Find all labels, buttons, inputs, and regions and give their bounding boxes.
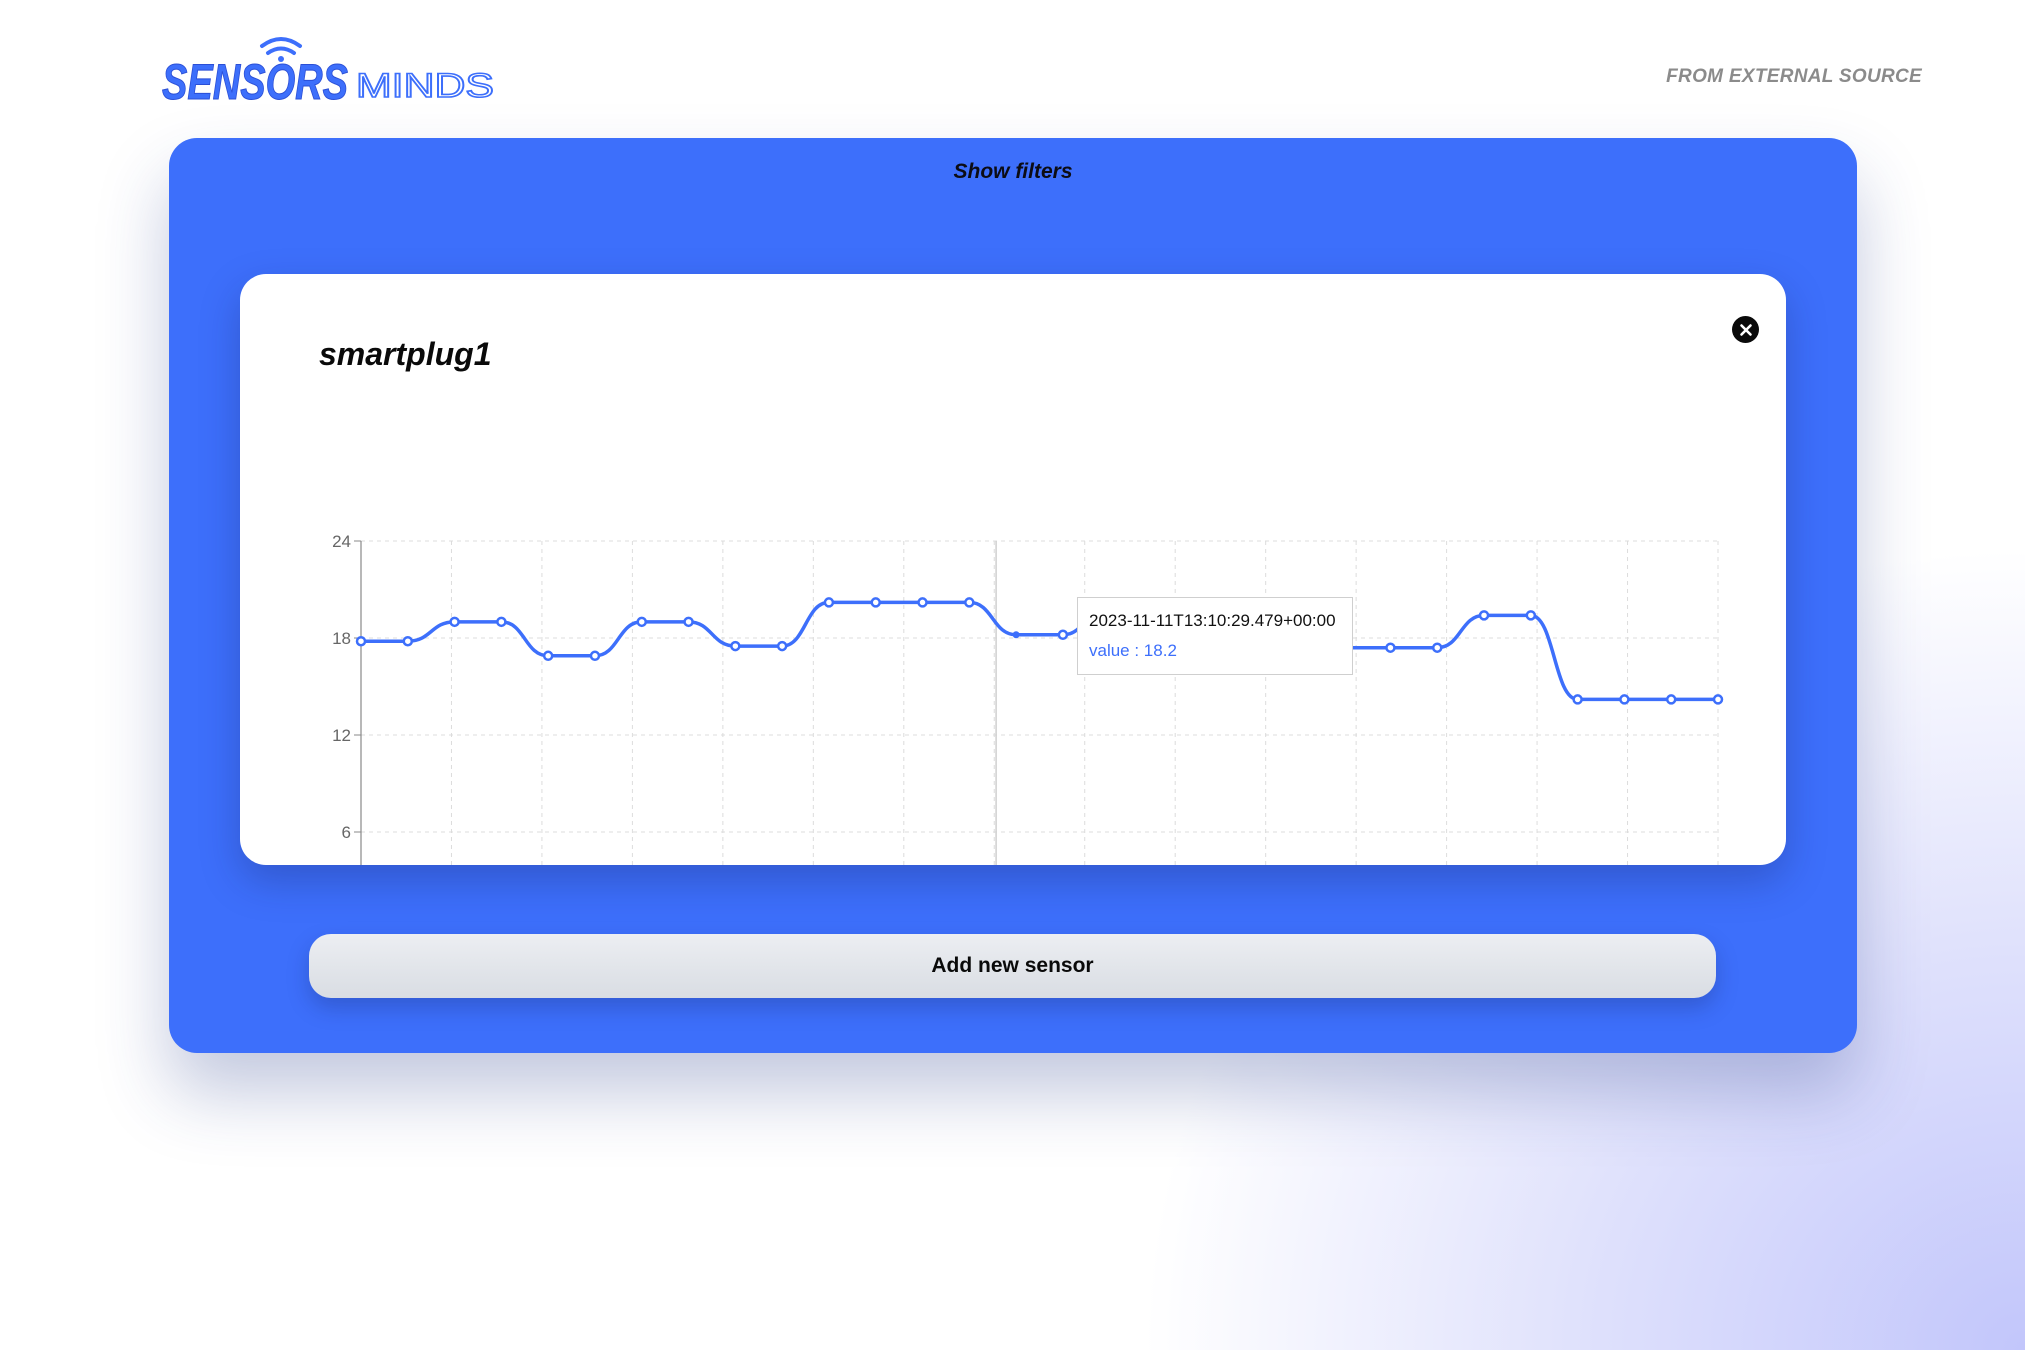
- close-sensor-button[interactable]: [1732, 316, 1759, 343]
- data-point: [355, 635, 367, 647]
- chart-axes: 06121824T - 23sT - 18sT - 17sT - 13sT - …: [332, 532, 362, 865]
- data-point: [1619, 694, 1630, 705]
- sensors-panel: Show filters smartplug1 06121824T - 23sT…: [169, 138, 1857, 1053]
- data-point: [823, 597, 835, 608]
- data-point: [449, 616, 460, 628]
- y-tick-label: 24: [332, 532, 351, 551]
- active-data-point: [1012, 631, 1020, 639]
- y-tick-label: 18: [332, 629, 351, 648]
- series-line: [361, 600, 1718, 702]
- chart-grid: [361, 540, 1719, 865]
- data-point: [1712, 694, 1724, 705]
- chart-points: [355, 597, 1724, 705]
- sensor-line-chart: 06121824T - 23sT - 18sT - 17sT - 13sT - …: [332, 532, 1724, 865]
- chart-series: [361, 600, 1718, 702]
- logo-secondary-text: MINDS: [356, 67, 494, 105]
- data-point: [683, 616, 694, 628]
- data-point: [1431, 642, 1443, 653]
- logo-graphic: SENSORS MINDS: [162, 37, 495, 110]
- data-source-label: FROM EXTERNAL SOURCE: [1666, 66, 1922, 87]
- data-point: [636, 616, 648, 628]
- data-point: [402, 635, 414, 647]
- data-point: [1057, 629, 1069, 641]
- data-point: [496, 616, 507, 628]
- sensor-title: smartplug1: [319, 336, 492, 372]
- sensor-card: smartplug1 06121824T - 23sT - 18sT - 17s…: [240, 274, 1786, 865]
- y-tick-label: 12: [332, 726, 351, 745]
- data-point: [776, 640, 788, 652]
- logo-primary-text: SENSORS: [162, 54, 348, 110]
- wifi-signal-icon: [260, 37, 302, 62]
- tooltip-value: value : 18.2: [1089, 641, 1177, 660]
- data-point: [1525, 610, 1537, 621]
- data-point: [1665, 694, 1677, 705]
- data-point: [870, 597, 881, 608]
- show-filters-toggle[interactable]: Show filters: [953, 160, 1073, 183]
- add-new-sensor-button[interactable]: Add new sensor: [309, 934, 1716, 998]
- data-point: [542, 650, 554, 662]
- data-point: [589, 650, 601, 662]
- data-point: [1478, 610, 1490, 621]
- close-icon: [1739, 323, 1752, 336]
- y-tick-label: 6: [342, 823, 351, 842]
- app-logo: SENSORS MINDS: [160, 30, 500, 110]
- data-point: [1572, 694, 1583, 705]
- data-point: [964, 597, 975, 608]
- data-point: [730, 640, 741, 652]
- data-point: [1385, 642, 1396, 653]
- data-point: [917, 597, 928, 608]
- tooltip-timestamp: 2023-11-11T13:10:29.479+00:00: [1089, 611, 1336, 630]
- chart-tooltip: 2023-11-11T13:10:29.479+00:00 value : 18…: [1077, 597, 1353, 675]
